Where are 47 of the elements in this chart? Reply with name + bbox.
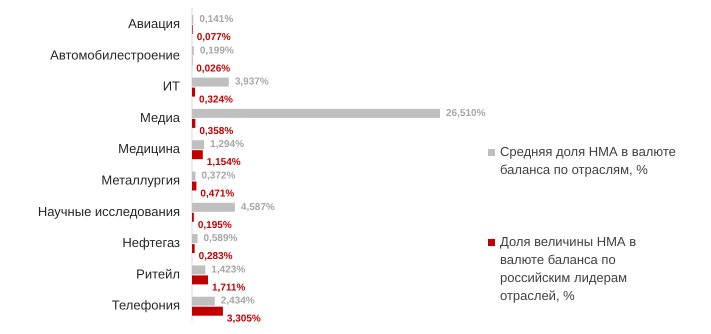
data-label: 4,587% — [240, 202, 275, 213]
data-label: 0,141% — [199, 14, 234, 25]
data-label: 3,937% — [234, 76, 269, 88]
data-label: 3,305% — [226, 314, 261, 325]
data-label: 1,154% — [206, 157, 241, 168]
y-tick-label: Научные исследования — [38, 204, 180, 219]
data-label: 1,294% — [210, 139, 244, 150]
bar — [192, 244, 195, 254]
y-tick-label: Медицина — [118, 141, 181, 156]
data-label: 0,471% — [200, 188, 234, 200]
data-label: 0,026% — [196, 63, 230, 74]
data-label: 2,434% — [220, 296, 255, 307]
bar — [192, 108, 440, 118]
bar — [192, 275, 208, 284]
bar — [192, 78, 229, 87]
data-label: 26,510% — [446, 108, 486, 119]
y-tick-label: ИТ — [162, 78, 180, 94]
bar — [192, 296, 215, 306]
bar — [192, 234, 198, 244]
data-label: 0,195% — [198, 220, 232, 231]
bar — [192, 202, 235, 212]
data-label: 0,589% — [204, 233, 238, 244]
bar — [192, 306, 223, 316]
y-tick-label: Металлургия — [101, 172, 180, 188]
bar — [192, 172, 196, 180]
y-tick-label: Ритейл — [136, 266, 180, 282]
data-label: 0,199% — [200, 45, 234, 56]
bar — [192, 265, 206, 274]
legend-label: Средняя доля НМА в валюте баланса по отраслям, % — [500, 144, 676, 177]
data-label: 1,423% — [211, 264, 246, 276]
data-label: 1,711% — [212, 282, 246, 294]
data-label: 0,324% — [199, 94, 234, 106]
y-tick-label: Авиация — [128, 16, 180, 31]
y-tick-label: Телефония — [112, 298, 180, 313]
data-label: 0,372% — [201, 170, 236, 182]
data-label: 0,077% — [196, 32, 231, 43]
bar — [192, 88, 196, 97]
bar — [192, 182, 196, 190]
y-tick-label: Автомобилестроение — [50, 47, 180, 62]
legend-label: Доля величины НМА в валюте баланса по российским лидерам отраслей, % — [500, 234, 636, 303]
data-label: 0,358% — [199, 126, 234, 137]
bar — [192, 150, 203, 160]
bar — [192, 118, 196, 128]
bar — [192, 140, 204, 150]
y-tick-label: Медиа — [140, 110, 181, 125]
data-label: 0,283% — [198, 251, 233, 262]
y-tick-label: Нефтегаз — [122, 235, 180, 250]
